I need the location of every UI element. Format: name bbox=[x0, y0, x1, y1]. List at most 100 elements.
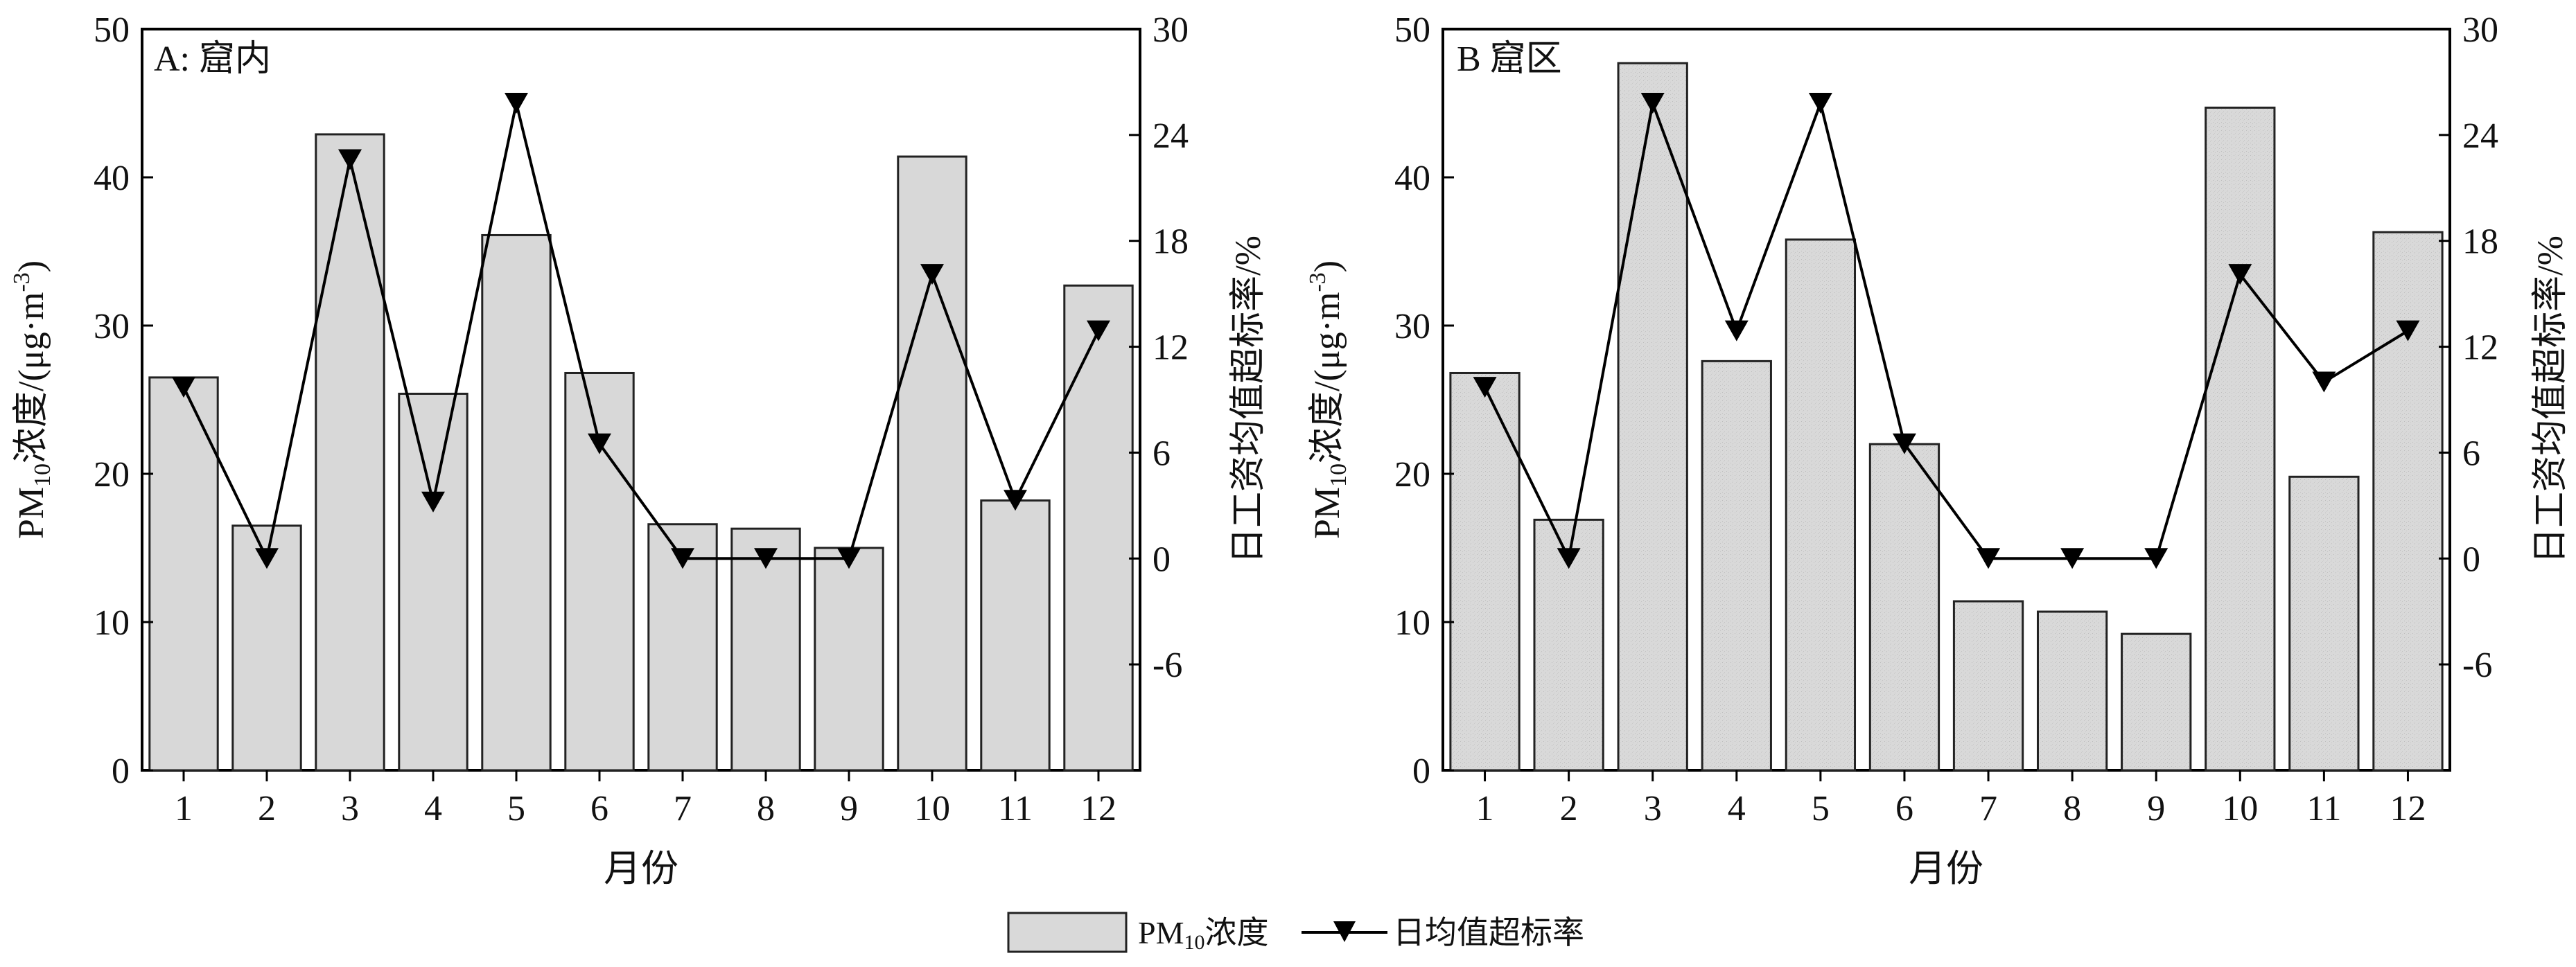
legend-line-marker bbox=[1333, 921, 1356, 942]
bar-4 bbox=[398, 392, 468, 772]
right-tick-label: 12 bbox=[1153, 328, 1189, 368]
legend-bar-swatch bbox=[1007, 912, 1128, 953]
right-tick-label: 24 bbox=[1153, 116, 1189, 156]
x-tick-label: 12 bbox=[1080, 789, 1116, 828]
line-point-7 bbox=[1977, 548, 2001, 569]
x-tick-label: 10 bbox=[914, 789, 950, 828]
bar-5 bbox=[1785, 238, 1857, 772]
x-tick-label: 8 bbox=[2063, 789, 2081, 828]
left-axis-ticks: 0 10 20 30 40 50 bbox=[94, 10, 153, 791]
x-tick-label: 7 bbox=[674, 789, 692, 828]
line-point-1 bbox=[172, 377, 195, 398]
right-tick-label: 18 bbox=[1153, 222, 1189, 262]
bar-series bbox=[1449, 62, 2444, 772]
line-point-4 bbox=[1724, 320, 1749, 341]
bar-series bbox=[148, 133, 1134, 772]
bar-3 bbox=[315, 133, 385, 772]
left-axis-title: PM10浓度/(μg·m-3) bbox=[1305, 260, 1351, 539]
right-tick-label: 6 bbox=[2462, 434, 2480, 473]
left-tick-label: 40 bbox=[1394, 159, 1430, 198]
bar-12 bbox=[1063, 284, 1134, 772]
x-tick-label: 10 bbox=[2222, 789, 2258, 828]
x-tick-label: 6 bbox=[1895, 789, 1913, 828]
line-point-12 bbox=[1087, 320, 1110, 341]
line-point-8 bbox=[754, 548, 778, 569]
line-series bbox=[172, 93, 1110, 569]
x-tick-label: 11 bbox=[2306, 789, 2341, 828]
x-tick-label: 6 bbox=[590, 789, 608, 828]
right-axis-title: 日工资均值超标率/% bbox=[1229, 236, 1268, 564]
line-point-2 bbox=[255, 548, 279, 569]
bar-9 bbox=[2121, 632, 2192, 772]
x-tick-label: 1 bbox=[175, 789, 193, 828]
right-tick-label: 6 bbox=[1153, 434, 1171, 473]
right-tick-label: 0 bbox=[1153, 540, 1171, 579]
legend-bar-label: PM10浓度 bbox=[1138, 915, 1268, 954]
bar-1 bbox=[1449, 371, 1521, 772]
left-tick-label: 20 bbox=[94, 455, 130, 495]
left-tick-label: 0 bbox=[112, 752, 130, 791]
legend: PM10浓度 日均值超标率 bbox=[1007, 912, 1584, 954]
line-point-7 bbox=[671, 548, 694, 569]
right-tick-label: 24 bbox=[2462, 116, 2498, 156]
bar-8 bbox=[2036, 610, 2108, 772]
plot-frame bbox=[141, 28, 1141, 772]
right-tick-label: 30 bbox=[1153, 10, 1189, 50]
bar-6 bbox=[1868, 443, 1940, 772]
bar-9 bbox=[814, 547, 884, 772]
left-tick-label: 50 bbox=[94, 10, 130, 50]
x-tick-label: 5 bbox=[507, 789, 525, 828]
bar-10 bbox=[897, 155, 967, 772]
line-point-6 bbox=[588, 433, 611, 454]
x-tick-label: 3 bbox=[341, 789, 359, 828]
x-tick-label: 4 bbox=[424, 789, 442, 828]
right-tick-label: 18 bbox=[2462, 222, 2498, 262]
line-point-5 bbox=[1808, 93, 1832, 114]
line-point-11 bbox=[2312, 371, 2336, 393]
x-axis-ticks: 1 2 3 4 5 6 7 8 9 10 11 12 bbox=[1476, 770, 2426, 828]
x-tick-label: 9 bbox=[2147, 789, 2165, 828]
x-tick-label: 1 bbox=[1476, 789, 1494, 828]
bar-6 bbox=[564, 371, 635, 772]
right-axis-ticks: -6 0 6 12 18 24 30 bbox=[1129, 10, 1189, 685]
x-tick-label: 7 bbox=[1979, 789, 1997, 828]
x-tick-label: 5 bbox=[1812, 789, 1830, 828]
left-tick-label: 20 bbox=[1394, 455, 1430, 495]
bar-11 bbox=[980, 499, 1051, 772]
line-point-9 bbox=[837, 548, 861, 569]
bar-7 bbox=[1952, 600, 2024, 772]
left-tick-label: 50 bbox=[1394, 10, 1430, 50]
x-tick-label: 8 bbox=[757, 789, 775, 828]
legend-line-label: 日均值超标率 bbox=[1393, 915, 1584, 950]
right-axis-ticks: -6 0 6 12 18 24 30 bbox=[2439, 10, 2498, 685]
right-tick-label: 0 bbox=[2462, 540, 2480, 579]
right-tick-label: -6 bbox=[2462, 646, 2492, 685]
left-tick-label: 0 bbox=[1412, 752, 1430, 791]
x-tick-label: 11 bbox=[998, 789, 1033, 828]
right-tick-label: 30 bbox=[2462, 10, 2498, 50]
x-tick-label: 3 bbox=[1644, 789, 1662, 828]
line-point-9 bbox=[2144, 548, 2168, 569]
line-point-3 bbox=[338, 149, 362, 170]
x-axis-title: 月份 bbox=[1909, 848, 1983, 889]
left-tick-label: 30 bbox=[1394, 307, 1430, 346]
line-point-2 bbox=[1557, 548, 1581, 569]
x-axis-ticks: 1 2 3 4 5 6 7 8 9 10 11 12 bbox=[175, 770, 1116, 828]
line-point-6 bbox=[1892, 433, 1916, 454]
line-path bbox=[1483, 98, 2409, 563]
bar-12 bbox=[2372, 231, 2444, 772]
bar-4 bbox=[1701, 360, 1772, 772]
line-point-12 bbox=[2396, 320, 2420, 341]
line-point-1 bbox=[1473, 377, 1497, 398]
plot-frame bbox=[1442, 28, 2451, 772]
line-point-4 bbox=[421, 491, 445, 513]
line-point-8 bbox=[2060, 548, 2085, 569]
left-axis-ticks: 0 10 20 30 40 50 bbox=[1394, 10, 1454, 791]
line-point-5 bbox=[505, 93, 528, 114]
x-axis-title: 月份 bbox=[604, 848, 678, 889]
left-tick-label: 30 bbox=[94, 307, 130, 346]
x-tick-label: 2 bbox=[258, 789, 276, 828]
bar-8 bbox=[730, 527, 801, 772]
